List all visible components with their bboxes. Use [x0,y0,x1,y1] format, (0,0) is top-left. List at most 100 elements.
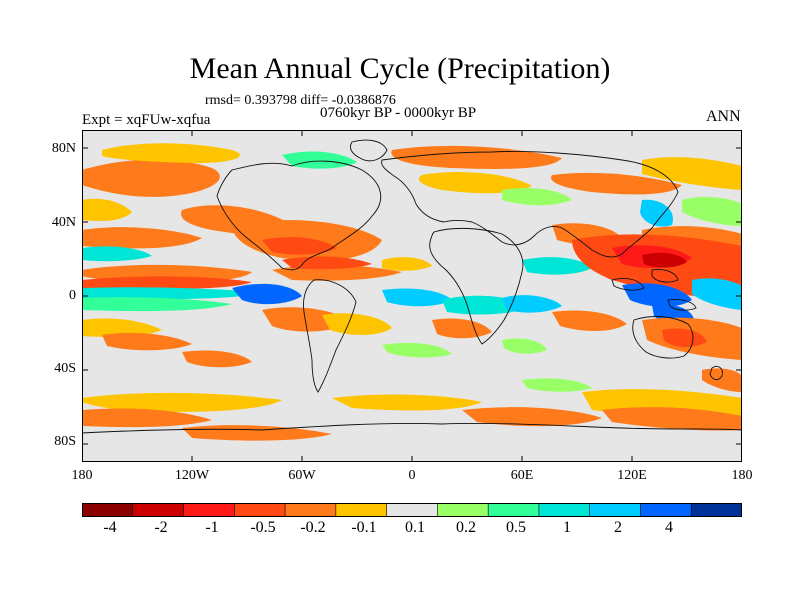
colorbar-box [183,503,236,517]
colorbar-label: -0.2 [300,519,326,536]
field-region [282,256,372,270]
map-field [82,130,742,462]
coastline [709,365,723,381]
field-region [182,350,252,368]
period-label: 0760kyr BP - 0000kyr BP [320,105,477,121]
field-region [502,295,562,313]
colorbar [82,503,742,517]
colorbar-box [640,503,693,517]
colorbar-box [132,503,185,517]
field-region [82,227,202,249]
field-region [82,408,212,428]
colorbar-box [82,503,134,517]
coastline [611,277,645,291]
colorbar-box [386,503,439,517]
field-region [82,246,152,262]
field-region [602,407,742,431]
field-region [418,172,532,194]
map-title: Mean Annual Cycle (Precipitation) [189,52,611,85]
field-region [640,199,673,227]
field-region [82,392,282,412]
colorbar-label: -0.1 [351,519,377,536]
colorbar-box [487,503,540,517]
lon-label-180w: 180 [71,468,93,483]
colorbar-label: 1 [563,519,571,536]
field-region [551,172,682,195]
coastline [216,160,382,271]
colorbar-label: -4 [103,519,117,536]
field-region [522,257,592,275]
colorbar-label: 0.1 [405,519,425,536]
lat-label-40s: 40S [54,361,76,376]
lat-label-0: 0 [69,288,76,303]
lon-label-120e: 120E [617,468,647,483]
colorbar-label: -1 [205,519,219,536]
season-label: ANN [706,108,741,125]
field-region [262,237,337,255]
field-region [82,287,262,300]
colorbar-box [335,503,388,517]
colorbar-label: 2 [614,519,622,536]
field-region [692,278,742,310]
lat-label-40n: 40N [51,215,76,230]
field-region [382,288,452,307]
lon-label-0: 0 [408,468,416,483]
field-region [522,378,592,392]
field-region [282,151,357,169]
statistics-label: rmsd= 0.393798 diff= -0.0386876 [205,93,396,108]
field-region [702,368,742,392]
field-region [432,318,492,339]
lat-label-80n: 80N [51,141,76,156]
precipitation-map [82,130,742,462]
colorbar-box [284,503,337,517]
field-region [382,342,452,358]
field-region [502,338,547,354]
field-region [642,252,687,268]
map-ticks [82,130,742,462]
field-region [462,407,602,427]
lat-label-80s: 80S [54,434,76,449]
colorbar-label: 0.2 [456,519,476,536]
field-region [82,297,232,312]
field-region [82,159,220,197]
lon-label-60w: 60W [288,468,316,483]
coastline [303,279,357,393]
lon-label-180e: 180 [731,468,753,483]
colorbar-box [437,503,489,517]
coastlines [82,139,742,434]
field-region [82,276,252,290]
colorbar-box [690,503,742,517]
coastline [381,151,679,258]
field-region [502,188,572,206]
lon-label-60e: 60E [510,468,534,483]
lon-label-120w: 120W [174,468,210,483]
field-region [102,332,192,351]
colorbar-label: 4 [665,519,673,536]
field-region [682,197,742,226]
field-region [332,394,482,411]
field-region [82,198,132,222]
colorbar-frame [82,503,742,517]
field-region [662,328,707,348]
coastline [82,423,742,434]
colorbar-label: -0.5 [250,519,276,536]
coastline [632,316,694,359]
field-region [322,313,392,335]
field-region [382,257,432,271]
coastline [349,139,388,162]
field-region [102,143,240,164]
colorbar-label: -2 [154,519,168,536]
colorbar-box [234,503,286,517]
colorbar-label: 0.5 [506,519,526,536]
field-region [82,318,162,338]
colorbar-box [538,503,591,517]
experiment-label: Expt = xqFUw-xqfua [82,112,211,128]
field-region [642,157,742,190]
coastline [651,269,679,283]
colorbar-box [589,503,642,517]
colorbar-boxes [82,503,742,517]
coastline [667,299,697,311]
coastline [429,227,524,345]
field-region [232,283,302,305]
field-region [552,310,627,331]
